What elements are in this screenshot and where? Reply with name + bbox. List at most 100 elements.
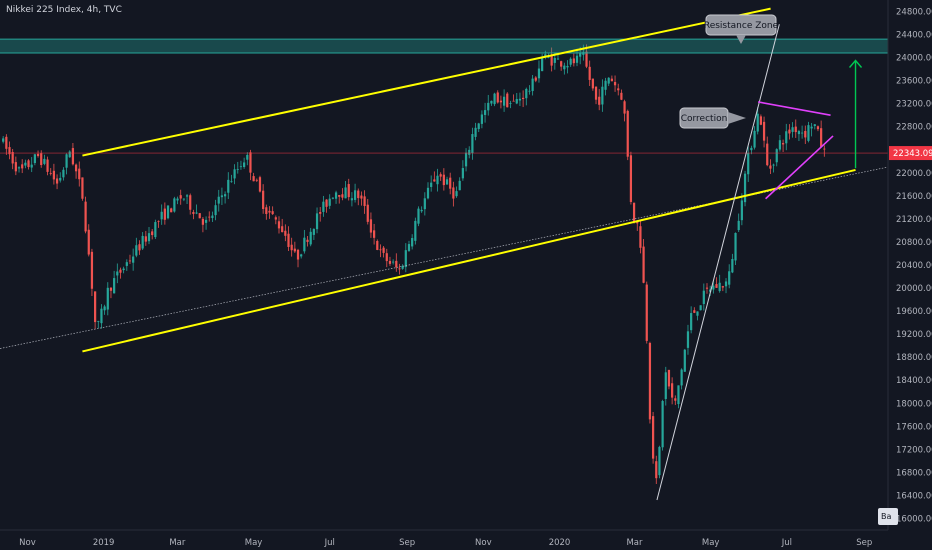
chart-title: Nikkei 225 Index, 4h, TVC	[6, 5, 122, 15]
candle-body	[385, 253, 388, 262]
candle-body	[585, 51, 588, 67]
candle-body	[449, 177, 452, 189]
candle-body	[376, 240, 379, 250]
candle-body	[14, 162, 17, 172]
candle-body	[445, 179, 449, 185]
long-trendline	[0, 166, 889, 349]
candle-body	[490, 100, 493, 104]
candle-body	[690, 313, 693, 331]
candle-body	[21, 164, 24, 169]
candle-body	[265, 207, 268, 214]
candle-body	[645, 284, 648, 341]
price-tick-label: 24000.00	[896, 54, 932, 64]
candle-body	[176, 198, 179, 201]
candle-body	[334, 192, 338, 199]
price-tick-label: 22800.00	[896, 123, 932, 133]
candle-body	[594, 86, 598, 100]
candle-body	[724, 281, 728, 287]
candle-body	[401, 265, 404, 269]
candle-body	[575, 55, 579, 63]
candle-body	[363, 196, 366, 207]
candle-body	[347, 184, 350, 198]
candle-body	[407, 244, 411, 251]
price-axis[interactable]: 16000.00 16400.00 16800.00 17200.00 17600.00…	[887, 0, 932, 530]
candle-body	[170, 208, 173, 213]
candle-body	[493, 93, 496, 105]
candle-body	[693, 310, 696, 313]
candle-body	[699, 305, 702, 311]
candle-body	[804, 130, 807, 138]
candle-body	[36, 153, 40, 157]
candle-body	[556, 58, 560, 60]
candle-body	[277, 221, 281, 229]
candle-body	[100, 308, 103, 324]
candle-body	[613, 81, 617, 86]
candle-body	[204, 219, 208, 223]
lower-channel-line	[82, 168, 856, 353]
candle-body	[287, 233, 290, 247]
candle-body	[791, 127, 794, 132]
candle-body	[667, 369, 671, 387]
candle-body	[788, 129, 791, 134]
candle-body	[525, 88, 528, 99]
candle-body	[328, 198, 331, 206]
candle-body	[737, 220, 740, 231]
candle-body	[138, 244, 141, 251]
candle-body	[464, 152, 468, 167]
resistance-zone-callout-pointer	[736, 35, 746, 44]
candle-body	[147, 233, 151, 242]
candle-body	[163, 208, 166, 220]
price-tick-label: 19600.00	[896, 307, 932, 317]
candle-body	[296, 249, 300, 260]
candle-body	[769, 165, 772, 169]
candle-body	[5, 136, 8, 149]
candle-body	[262, 190, 265, 210]
candle-body	[705, 287, 709, 289]
candle-body	[610, 78, 613, 82]
candle-body	[648, 342, 652, 420]
price-tick-label: 17200.00	[896, 445, 932, 455]
candle-body	[227, 179, 230, 193]
candle-body	[728, 271, 731, 285]
time-tick-label: Nov	[475, 538, 492, 548]
price-tick-label: 16400.00	[896, 491, 932, 501]
candle-body	[810, 126, 813, 129]
candle-body	[379, 249, 382, 251]
candle-body	[537, 68, 541, 79]
price-tick-label: 21200.00	[896, 215, 932, 225]
triangle-lower-line	[765, 135, 834, 200]
candle-body	[620, 92, 623, 100]
candle-body	[528, 90, 531, 92]
candle-body	[236, 168, 239, 170]
candle-body	[420, 209, 423, 212]
candle-body	[315, 213, 319, 230]
price-tick-label: 17600.00	[896, 422, 932, 432]
candle-body	[11, 151, 14, 164]
candle-body	[360, 195, 363, 199]
candle-body	[372, 230, 376, 238]
candle-body	[220, 195, 224, 198]
candle-body	[579, 53, 582, 57]
candle-body	[664, 372, 667, 399]
time-axis[interactable]: Nov 2019 Mar May Jul Sep Nov 2020 Mar May Jul Sep	[0, 529, 888, 548]
candle-body	[404, 250, 407, 268]
candle-body	[598, 96, 601, 105]
candle-body	[499, 100, 503, 103]
candle-body	[743, 173, 747, 203]
candle-body	[90, 251, 94, 289]
candle-body	[71, 148, 75, 165]
correction-callout-label: Correction	[681, 114, 728, 124]
candle-body	[515, 99, 518, 104]
candle-body	[423, 198, 426, 210]
corner-button[interactable]: Ba	[878, 508, 898, 525]
candle-body	[563, 65, 566, 70]
candle-body	[483, 110, 487, 115]
candle-body	[392, 261, 395, 263]
candle-body	[566, 65, 569, 68]
candle-body	[531, 78, 534, 92]
candle-body	[550, 54, 553, 66]
candle-body	[709, 289, 712, 292]
candle-body	[195, 212, 198, 214]
candle-body	[430, 182, 433, 187]
